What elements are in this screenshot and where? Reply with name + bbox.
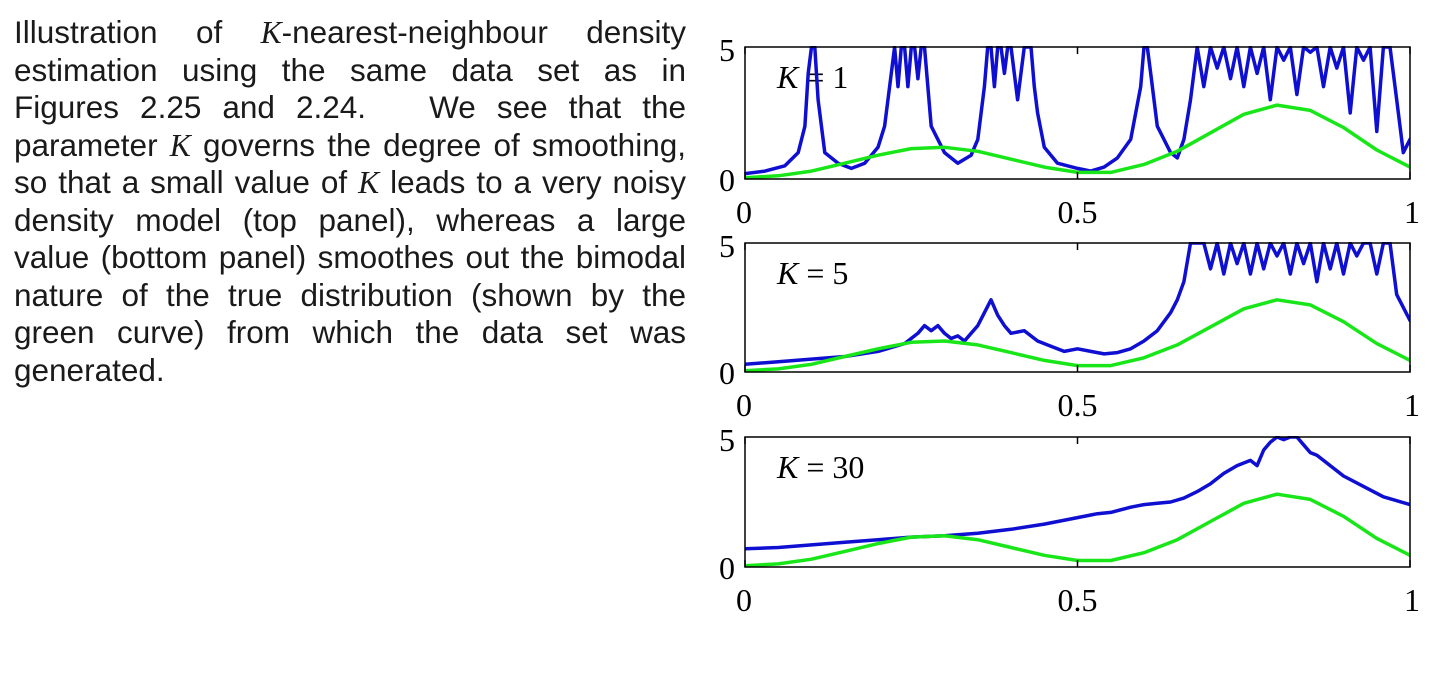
series-estimate-line bbox=[745, 436, 1410, 551]
series-estimate-line bbox=[745, 46, 1410, 176]
x-tick-label: 0 bbox=[736, 582, 752, 618]
x-tick-label: 0 bbox=[736, 387, 752, 423]
caption-math-k: K bbox=[260, 15, 282, 50]
panel-label: K = 30 bbox=[776, 449, 864, 485]
caption-text: governs the degree of smoothing, so that… bbox=[14, 126, 686, 201]
panel-label-var: K bbox=[776, 255, 800, 291]
series-true-density-line bbox=[745, 298, 1410, 372]
panel-2: K = 5 0 0.5 1 0 5 bbox=[719, 228, 1420, 423]
series-estimate-line bbox=[745, 242, 1410, 367]
y-tick-label: 5 bbox=[719, 422, 735, 458]
figure-caption: Illustration of K-nearest-neighbour den­… bbox=[14, 14, 686, 389]
x-tick-label: 1 bbox=[1404, 194, 1420, 230]
x-tick-label: 0.5 bbox=[1058, 387, 1098, 423]
y-tick-label: 0 bbox=[719, 355, 735, 391]
y-tick-label: 5 bbox=[719, 228, 735, 264]
panel-label: K = 5 bbox=[776, 255, 848, 291]
caption-text: -nearest-neighbour den­sity estimation u… bbox=[14, 14, 686, 163]
caption-math-k: K bbox=[169, 127, 191, 163]
x-tick-label: 0.5 bbox=[1058, 194, 1098, 230]
x-tick-label: 0.5 bbox=[1058, 582, 1098, 618]
y-tick-label: 0 bbox=[719, 162, 735, 198]
panel-label-eq: = 5 bbox=[798, 255, 848, 291]
caption-math-k: K bbox=[358, 165, 380, 200]
x-tick-label: 1 bbox=[1404, 387, 1420, 423]
panel-1: K = 1 0 0.5 1 0 5 bbox=[719, 32, 1420, 230]
caption-text: Illustration of bbox=[14, 14, 261, 50]
panel-label: K = 1 bbox=[776, 59, 848, 95]
panel-3: K = 30 0 0.5 1 0 5 bbox=[719, 422, 1420, 618]
caption-text: leads to a very noisy density model (top… bbox=[14, 164, 687, 388]
x-tick-label: 0 bbox=[736, 194, 752, 230]
panel-label-var: K bbox=[776, 59, 800, 95]
y-tick-label: 5 bbox=[719, 32, 735, 68]
panel-label-eq: = 30 bbox=[798, 449, 864, 485]
x-tick-label: 1 bbox=[1404, 582, 1420, 618]
series-true-density-line bbox=[745, 492, 1410, 567]
panel-label-var: K bbox=[776, 449, 800, 485]
y-tick-label: 0 bbox=[719, 550, 735, 586]
